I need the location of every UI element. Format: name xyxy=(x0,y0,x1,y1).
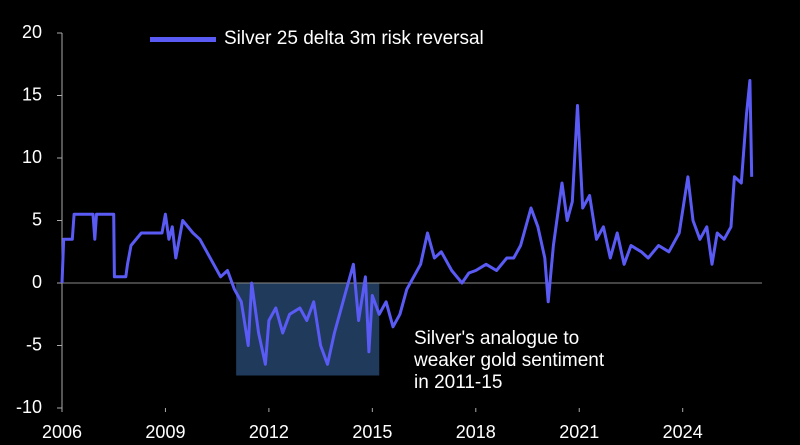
annotation: Silver's analogue to weaker gold sentimen… xyxy=(414,328,604,394)
legend-label: Silver 25 delta 3m risk reversal xyxy=(224,28,484,49)
y-tick-label: 0 xyxy=(32,272,42,292)
y-tick-label: -5 xyxy=(26,334,42,354)
legend: Silver 25 delta 3m risk reversal xyxy=(150,28,494,50)
legend-swatch xyxy=(150,37,216,42)
x-tick-label: 2021 xyxy=(559,422,599,442)
annotation-line: in 2011-15 xyxy=(414,372,503,393)
x-tick-label: 2009 xyxy=(145,422,185,442)
y-tick-label: 5 xyxy=(32,209,42,229)
x-tick-label: 2012 xyxy=(249,422,289,442)
annotation-line: weaker gold sentiment xyxy=(414,350,605,371)
series-line xyxy=(60,79,754,366)
y-tick-label: -10 xyxy=(16,397,42,417)
y-tick-label: 20 xyxy=(22,22,42,42)
x-tick-label: 2015 xyxy=(352,422,392,442)
y-tick-label: 10 xyxy=(22,147,42,167)
y-tick-label: 15 xyxy=(22,84,42,104)
x-tick-label: 2024 xyxy=(663,422,703,442)
x-tick-label: 2018 xyxy=(456,422,496,442)
x-tick-label: 2006 xyxy=(42,422,82,442)
annotation-line: Silver's analogue to xyxy=(414,328,580,349)
